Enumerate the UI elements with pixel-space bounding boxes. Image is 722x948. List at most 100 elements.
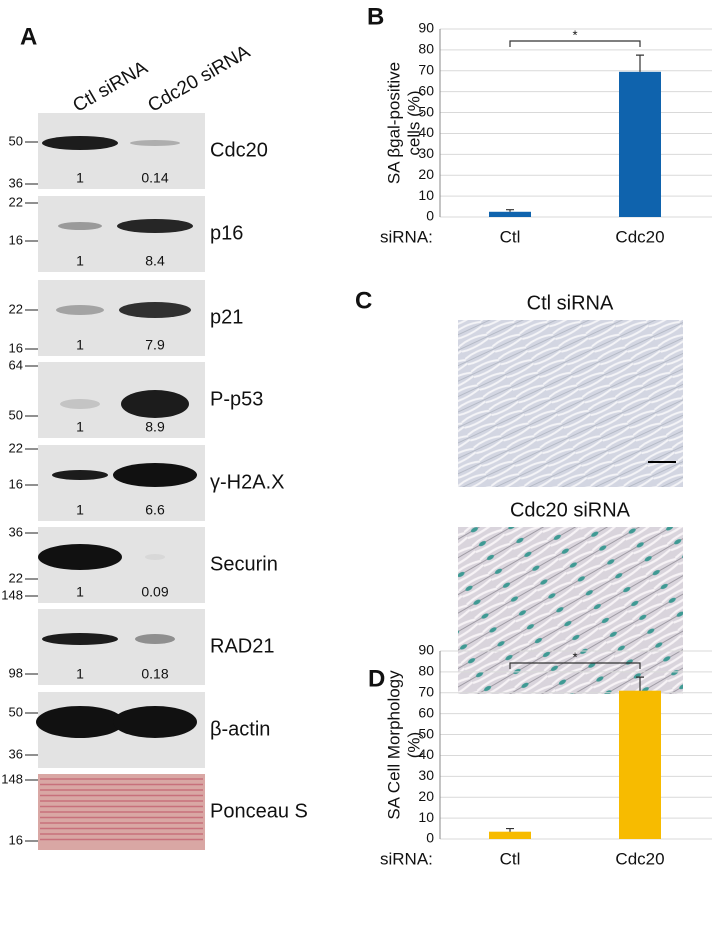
blot-membrane bbox=[38, 280, 205, 356]
y-axis-label: SA βgal-positive bbox=[384, 62, 403, 184]
protein-label: γ-H2A.X bbox=[210, 471, 284, 493]
mw-marker: 16 bbox=[9, 340, 23, 355]
quantification: 1 bbox=[76, 419, 84, 435]
y-tick-label: 60 bbox=[418, 82, 434, 98]
y-tick-label: 40 bbox=[418, 124, 434, 140]
protein-label: Securin bbox=[210, 553, 278, 575]
quantification: 1 bbox=[76, 170, 84, 186]
error-bar bbox=[636, 676, 644, 691]
quantification: 1 bbox=[76, 253, 84, 269]
mw-marker: 16 bbox=[9, 476, 23, 491]
quantification: 0.18 bbox=[141, 666, 168, 682]
band bbox=[60, 399, 100, 409]
error-bar bbox=[506, 209, 514, 212]
x-tick-label: Cdc20 bbox=[615, 849, 664, 868]
band bbox=[58, 222, 102, 230]
y-tick-label: 20 bbox=[418, 788, 434, 804]
significance-marker: * bbox=[572, 27, 577, 42]
y-tick-label: 20 bbox=[418, 166, 434, 182]
bar bbox=[619, 71, 661, 217]
mw-marker: 16 bbox=[9, 832, 23, 847]
y-tick-label: 0 bbox=[426, 208, 434, 224]
mw-marker: 16 bbox=[9, 232, 23, 247]
y-tick-label: 70 bbox=[418, 61, 434, 77]
quantification: 6.6 bbox=[145, 502, 165, 518]
micrograph bbox=[458, 527, 683, 694]
band bbox=[113, 706, 197, 738]
quantification: 7.9 bbox=[145, 337, 165, 353]
bar bbox=[489, 831, 531, 839]
bar bbox=[619, 690, 661, 839]
band bbox=[113, 463, 197, 487]
significance-bracket bbox=[509, 662, 641, 669]
mw-marker: 148 bbox=[1, 587, 23, 602]
quantification: 8.9 bbox=[145, 419, 165, 435]
micrograph bbox=[458, 320, 683, 487]
column-header: Cdc20 siRNA bbox=[145, 41, 255, 116]
band bbox=[145, 554, 165, 560]
protein-label: Ponceau S bbox=[210, 800, 308, 822]
quantification: 1 bbox=[76, 502, 84, 518]
panel-label: D bbox=[368, 665, 385, 692]
significance-bracket bbox=[509, 40, 641, 47]
x-axis-label: siRNA: bbox=[380, 849, 433, 868]
band bbox=[36, 706, 124, 738]
panel-label: B bbox=[367, 3, 384, 30]
band bbox=[119, 302, 191, 318]
y-tick-label: 0 bbox=[426, 830, 434, 846]
quantification: 1 bbox=[76, 666, 84, 682]
y-tick-label: 10 bbox=[418, 187, 434, 203]
mw-marker: 22 bbox=[9, 194, 23, 209]
mw-marker: 36 bbox=[9, 175, 23, 190]
blot-membrane bbox=[38, 196, 205, 272]
x-tick-label: Ctl bbox=[500, 227, 521, 246]
y-tick-label: 50 bbox=[418, 725, 434, 741]
column-header: Ctl siRNA bbox=[70, 57, 152, 117]
band bbox=[130, 140, 180, 146]
quantification: 0.09 bbox=[141, 584, 168, 600]
mw-marker: 50 bbox=[9, 133, 23, 148]
mw-marker: 50 bbox=[9, 407, 23, 422]
protein-label: p16 bbox=[210, 222, 243, 244]
y-tick-label: 30 bbox=[418, 767, 434, 783]
quantification: 1 bbox=[76, 584, 84, 600]
quantification: 1 bbox=[76, 337, 84, 353]
mw-marker: 22 bbox=[9, 301, 23, 316]
blot-membrane bbox=[38, 113, 205, 189]
y-tick-label: 90 bbox=[418, 642, 434, 658]
y-tick-label: 60 bbox=[418, 704, 434, 720]
mw-marker: 98 bbox=[9, 665, 23, 680]
mw-marker: 22 bbox=[9, 440, 23, 455]
y-tick-label: 40 bbox=[418, 746, 434, 762]
y-tick-label: 50 bbox=[418, 103, 434, 119]
band bbox=[42, 633, 118, 645]
y-axis-label: SA Cell Morphology bbox=[384, 670, 403, 820]
protein-label: β-actin bbox=[210, 718, 270, 740]
quantification: 8.4 bbox=[145, 253, 165, 269]
panel-label: A bbox=[20, 23, 37, 50]
x-tick-label: Cdc20 bbox=[615, 227, 664, 246]
image-title: Ctl siRNA bbox=[527, 292, 614, 314]
band bbox=[135, 634, 175, 644]
band bbox=[38, 544, 122, 570]
protein-label: P-p53 bbox=[210, 388, 263, 410]
blot-membrane bbox=[38, 609, 205, 685]
y-tick-label: 70 bbox=[418, 683, 434, 699]
mw-marker: 36 bbox=[9, 524, 23, 539]
y-axis-label: (%) bbox=[404, 732, 423, 758]
mw-marker: 64 bbox=[9, 357, 23, 372]
protein-label: RAD21 bbox=[210, 635, 274, 657]
bar bbox=[489, 211, 531, 217]
x-tick-label: Ctl bbox=[500, 849, 521, 868]
y-tick-label: 80 bbox=[418, 663, 434, 679]
panel-label: C bbox=[355, 287, 372, 314]
mw-marker: 36 bbox=[9, 746, 23, 761]
band bbox=[121, 390, 189, 418]
band bbox=[52, 470, 108, 480]
band bbox=[117, 219, 193, 233]
band bbox=[42, 136, 118, 150]
protein-label: Cdc20 bbox=[210, 139, 268, 161]
quantification: 0.14 bbox=[141, 170, 168, 186]
